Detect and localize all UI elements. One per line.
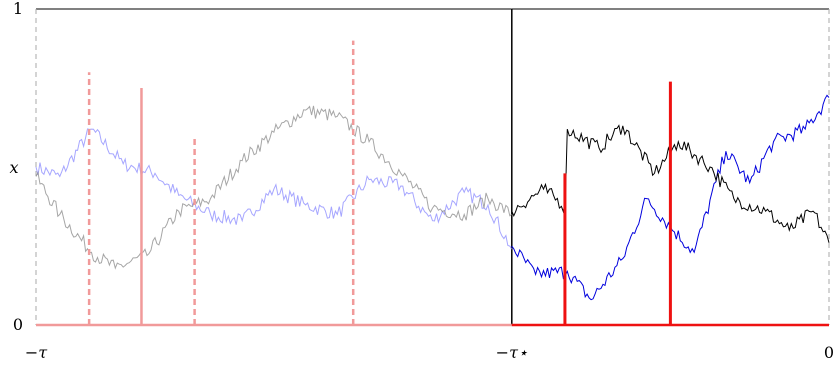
y-tick-label-1: 1 [13,0,23,18]
series-line-0 [35,128,513,250]
series-group [35,94,830,301]
impulses-group [87,40,672,325]
x-tick-label-neg-tau: −τ [25,343,48,362]
y-tick-label-0: 0 [13,315,23,334]
x-tick-label-zero: 0 [824,343,834,362]
x-tick-label-neg-tau-star: −τ⋆ [496,343,528,362]
labels-group: −τ −τ⋆ 0 0 1 x [9,0,834,362]
y-axis-label: x [9,158,18,177]
series-line-1 [35,105,513,270]
